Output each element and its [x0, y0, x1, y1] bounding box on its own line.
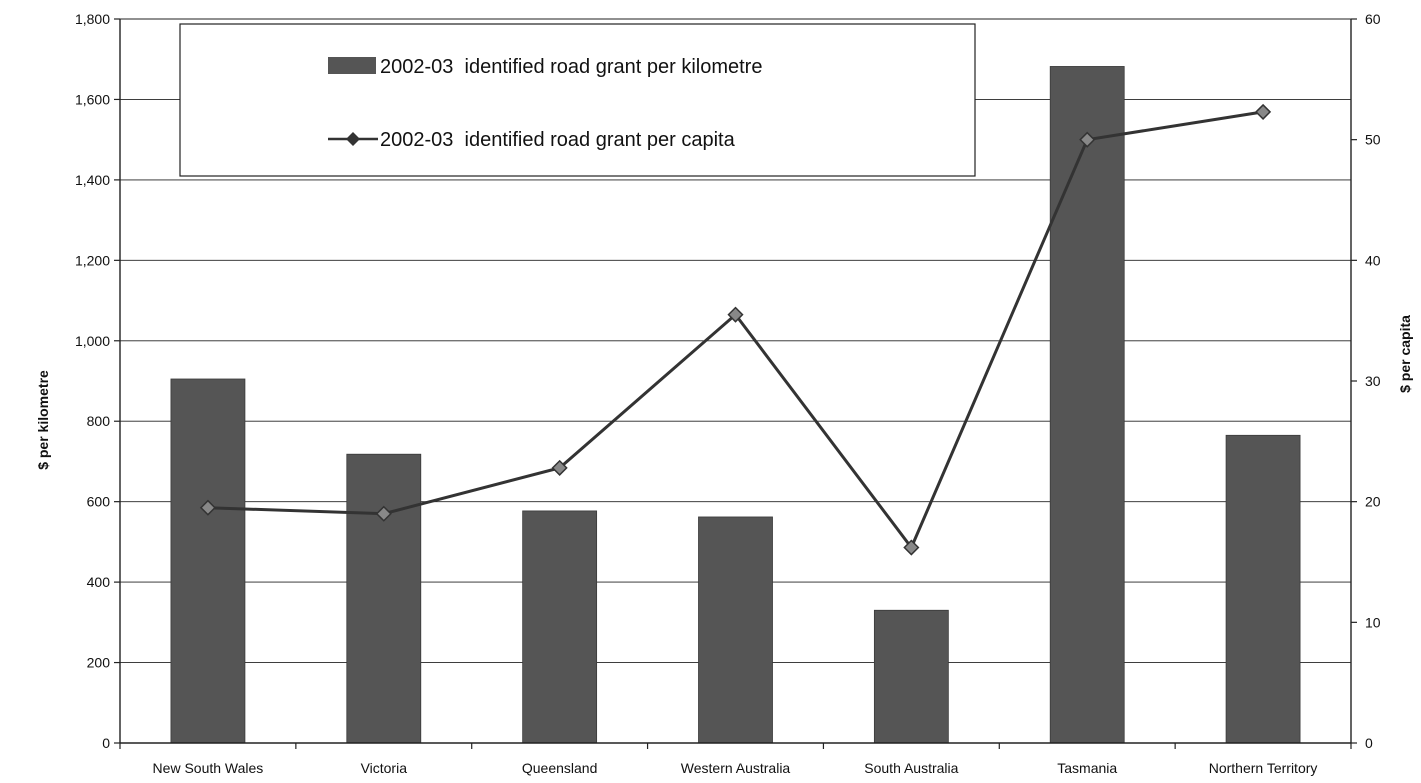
bar [522, 510, 598, 744]
bar [1225, 434, 1301, 744]
y-tick-label: 1,400 [75, 172, 110, 188]
line-point [199, 499, 216, 516]
legend-bar-swatch [328, 57, 376, 74]
y-tick-label: 200 [87, 655, 111, 671]
y-tick-label: 1,600 [75, 91, 110, 107]
y-tick-label: 400 [87, 574, 111, 590]
legend: 2002-03 identified road grant per kilome… [179, 23, 976, 177]
axes [114, 18, 1357, 749]
x-tick-label: Northern Territory [1209, 760, 1318, 776]
x-tick-label: Tasmania [1057, 760, 1117, 776]
y2-tick-label: 20 [1365, 494, 1381, 510]
x-tick-label: Queensland [522, 760, 598, 776]
y-tick-label: 0 [102, 735, 110, 751]
y-tick-label: 600 [87, 494, 111, 510]
y2-axis-title: $ per capita [1397, 315, 1413, 393]
x-tick-label: Western Australia [681, 760, 791, 776]
y-axis-title: $ per kilometre [35, 370, 51, 470]
y2-tick-label: 60 [1365, 11, 1381, 27]
bar [346, 453, 422, 744]
y2-tick-label: 30 [1365, 373, 1381, 389]
x-tick-label: Victoria [361, 760, 408, 776]
bar [873, 609, 949, 744]
line-point [727, 306, 744, 323]
y-tick-label: 1,000 [75, 333, 110, 349]
line-point [375, 505, 392, 522]
y2-tick-label: 50 [1365, 132, 1381, 148]
tick-labels: 0 200 400 600 800 1,000 1,200 1,400 1,600 1,800 0 1… [75, 11, 1381, 776]
bar-series [170, 66, 1301, 744]
y-tick-label: 1,200 [75, 252, 110, 268]
legend-box [179, 23, 976, 177]
y-tick-label: 1,800 [75, 11, 110, 27]
line-series [199, 103, 1272, 556]
legend-bar-label: 2002-03 identified road grant per kilome… [380, 56, 762, 78]
line-point [551, 459, 568, 476]
y-tick-label: 800 [87, 413, 111, 429]
bar [698, 516, 773, 744]
x-tick-label: South Australia [864, 760, 958, 776]
bar [170, 378, 246, 744]
y2-tick-label: 0 [1365, 735, 1373, 751]
legend-line-marker [346, 132, 360, 146]
y2-tick-label: 40 [1365, 252, 1381, 268]
grid-lines [120, 18, 1351, 664]
x-tick-label: New South Wales [153, 760, 264, 776]
line-point [1079, 131, 1096, 148]
line-point [1255, 103, 1272, 120]
bar [1049, 66, 1125, 744]
line-point [903, 539, 920, 556]
legend-line-label: 2002-03 identified road grant per capita [380, 129, 736, 151]
y2-tick-label: 10 [1365, 614, 1381, 630]
